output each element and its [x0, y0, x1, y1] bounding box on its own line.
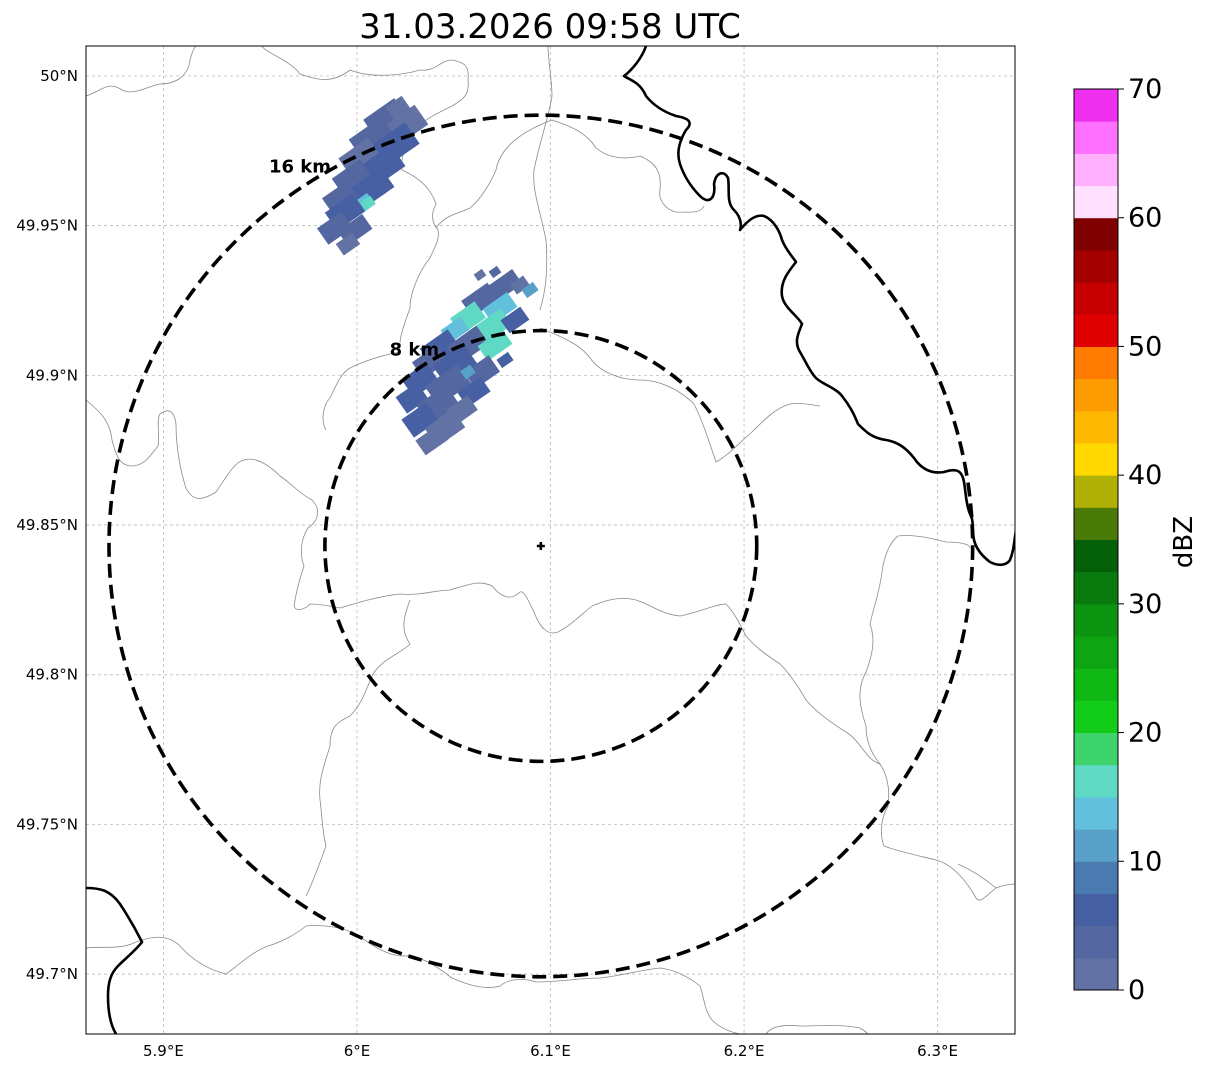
boundary-line	[957, 863, 997, 889]
echo-cell	[335, 232, 361, 256]
colorbar-segment	[1074, 442, 1118, 476]
colorbar-segment	[1074, 571, 1118, 605]
colorbar-tick-label: 20	[1128, 718, 1162, 749]
lon-tick-label: 6.2°E	[724, 1042, 765, 1060]
range-ring	[107, 113, 975, 979]
colorbar-tick-label: 50	[1128, 331, 1162, 362]
boundary-line	[435, 119, 553, 229]
colorbar-segment	[1074, 732, 1118, 766]
colorbar-segment	[1074, 410, 1118, 444]
boundary-line	[533, 46, 553, 311]
colorbar-segment	[1074, 700, 1118, 734]
colorbar-segment	[1074, 249, 1118, 283]
colorbar-frame	[1073, 88, 1119, 991]
colorbar-segment	[1074, 346, 1118, 380]
echo-cell	[385, 95, 411, 121]
range-rings: 8 km 16 km	[107, 113, 975, 979]
echo-cell	[496, 351, 514, 369]
lat-tick-label: 49.9°N	[26, 366, 78, 384]
echo-cell	[316, 211, 354, 245]
colorbar-segment	[1074, 796, 1118, 830]
colorbar-segment	[1074, 893, 1118, 927]
echo-cell	[473, 268, 487, 282]
range-ring	[323, 328, 759, 764]
lon-tick-label: 6°E	[344, 1042, 371, 1060]
map-frame	[85, 45, 1016, 1035]
range-ring-label: 8 km	[390, 339, 440, 360]
echo-cell	[463, 355, 501, 389]
radar-echoes	[316, 95, 539, 456]
colorbar-tick-label: 10	[1128, 846, 1162, 877]
colorbar-segment	[1074, 957, 1118, 991]
lon-tick-label: 6.3°E	[917, 1042, 958, 1060]
colorbar-segment	[1074, 89, 1118, 122]
boundary-line	[745, 635, 1015, 901]
colorbar-segment	[1074, 764, 1118, 798]
lat-tick-label: 49.75°N	[16, 815, 78, 833]
colorbar-tick-label: 40	[1128, 460, 1162, 491]
echo-cell	[415, 424, 449, 456]
lat-tick-label: 49.95°N	[16, 217, 78, 235]
lat-tick-label: 49.8°N	[26, 666, 78, 684]
latitude-ticks: 50°N 49.95°N 49.9°N 49.85°N 49.8°N 49.75°N 49.…	[16, 67, 78, 983]
boundary-line	[551, 119, 705, 213]
boundary-line	[86, 399, 747, 637]
colorbar-segment	[1074, 282, 1118, 315]
echo-cell	[395, 382, 429, 414]
colorbar-segment	[1074, 185, 1118, 219]
boundary-line	[305, 599, 411, 897]
colorbar-segment	[1074, 636, 1118, 669]
boundary-line	[765, 1025, 869, 1034]
lon-tick-label: 6.1°E	[530, 1042, 571, 1060]
echo-cell	[401, 402, 439, 438]
colorbar-tick-label: 0	[1128, 975, 1145, 1006]
boundary-line	[261, 46, 469, 431]
radar-site-marker[interactable]	[536, 541, 545, 550]
colorbar-tick-label: 30	[1128, 589, 1162, 620]
colorbar-segment	[1074, 217, 1118, 251]
lat-tick-label: 49.7°N	[26, 965, 78, 983]
colorbar-segment	[1074, 861, 1118, 894]
colorbar-segment	[1074, 121, 1118, 154]
echo-cell	[477, 329, 513, 361]
echo-cell	[500, 306, 530, 334]
echo-cell	[321, 181, 359, 215]
echo-cell	[360, 195, 376, 211]
echo-cell	[460, 364, 476, 380]
colorbar-segment	[1074, 507, 1118, 540]
colorbar: 0 10 20 30 40 50 60 70	[1073, 74, 1162, 1006]
boundary-line	[859, 535, 971, 765]
lat-tick-label: 49.85°N	[16, 516, 78, 534]
longitude-ticks: 5.9°E 6°E 6.1°E 6.2°E 6.3°E	[143, 1042, 958, 1060]
echo-cell	[510, 275, 530, 295]
colorbar-segment	[1074, 539, 1118, 573]
colorbar-label: dBZ	[1169, 516, 1199, 568]
colorbar-segment	[1074, 153, 1118, 187]
colorbar-segment	[1074, 475, 1118, 508]
border-line	[622, 46, 1015, 567]
echo-cell	[488, 265, 502, 279]
colorbar-tick-label: 60	[1128, 203, 1162, 234]
colorbar-segment	[1074, 829, 1118, 862]
boundary-line	[539, 327, 821, 463]
boundary-line	[86, 46, 197, 97]
range-ring-label: 16 km	[269, 157, 331, 178]
colorbar-segment	[1074, 668, 1118, 701]
colorbar-segment	[1074, 378, 1118, 412]
colorbar-tick-label: 70	[1128, 74, 1162, 105]
colorbar-segment	[1074, 603, 1118, 637]
figure-title: 31.03.2026 09:58 UTC	[359, 7, 741, 47]
echo-cell	[487, 269, 523, 301]
national-borders	[86, 46, 1015, 1034]
colorbar-segment	[1074, 314, 1118, 347]
echo-cell	[521, 281, 539, 299]
lat-tick-label: 50°N	[40, 67, 78, 85]
colorbar-segment	[1074, 925, 1118, 959]
lon-tick-label: 5.9°E	[143, 1042, 184, 1060]
border-line	[86, 886, 144, 1034]
gridlines	[86, 46, 1015, 1034]
